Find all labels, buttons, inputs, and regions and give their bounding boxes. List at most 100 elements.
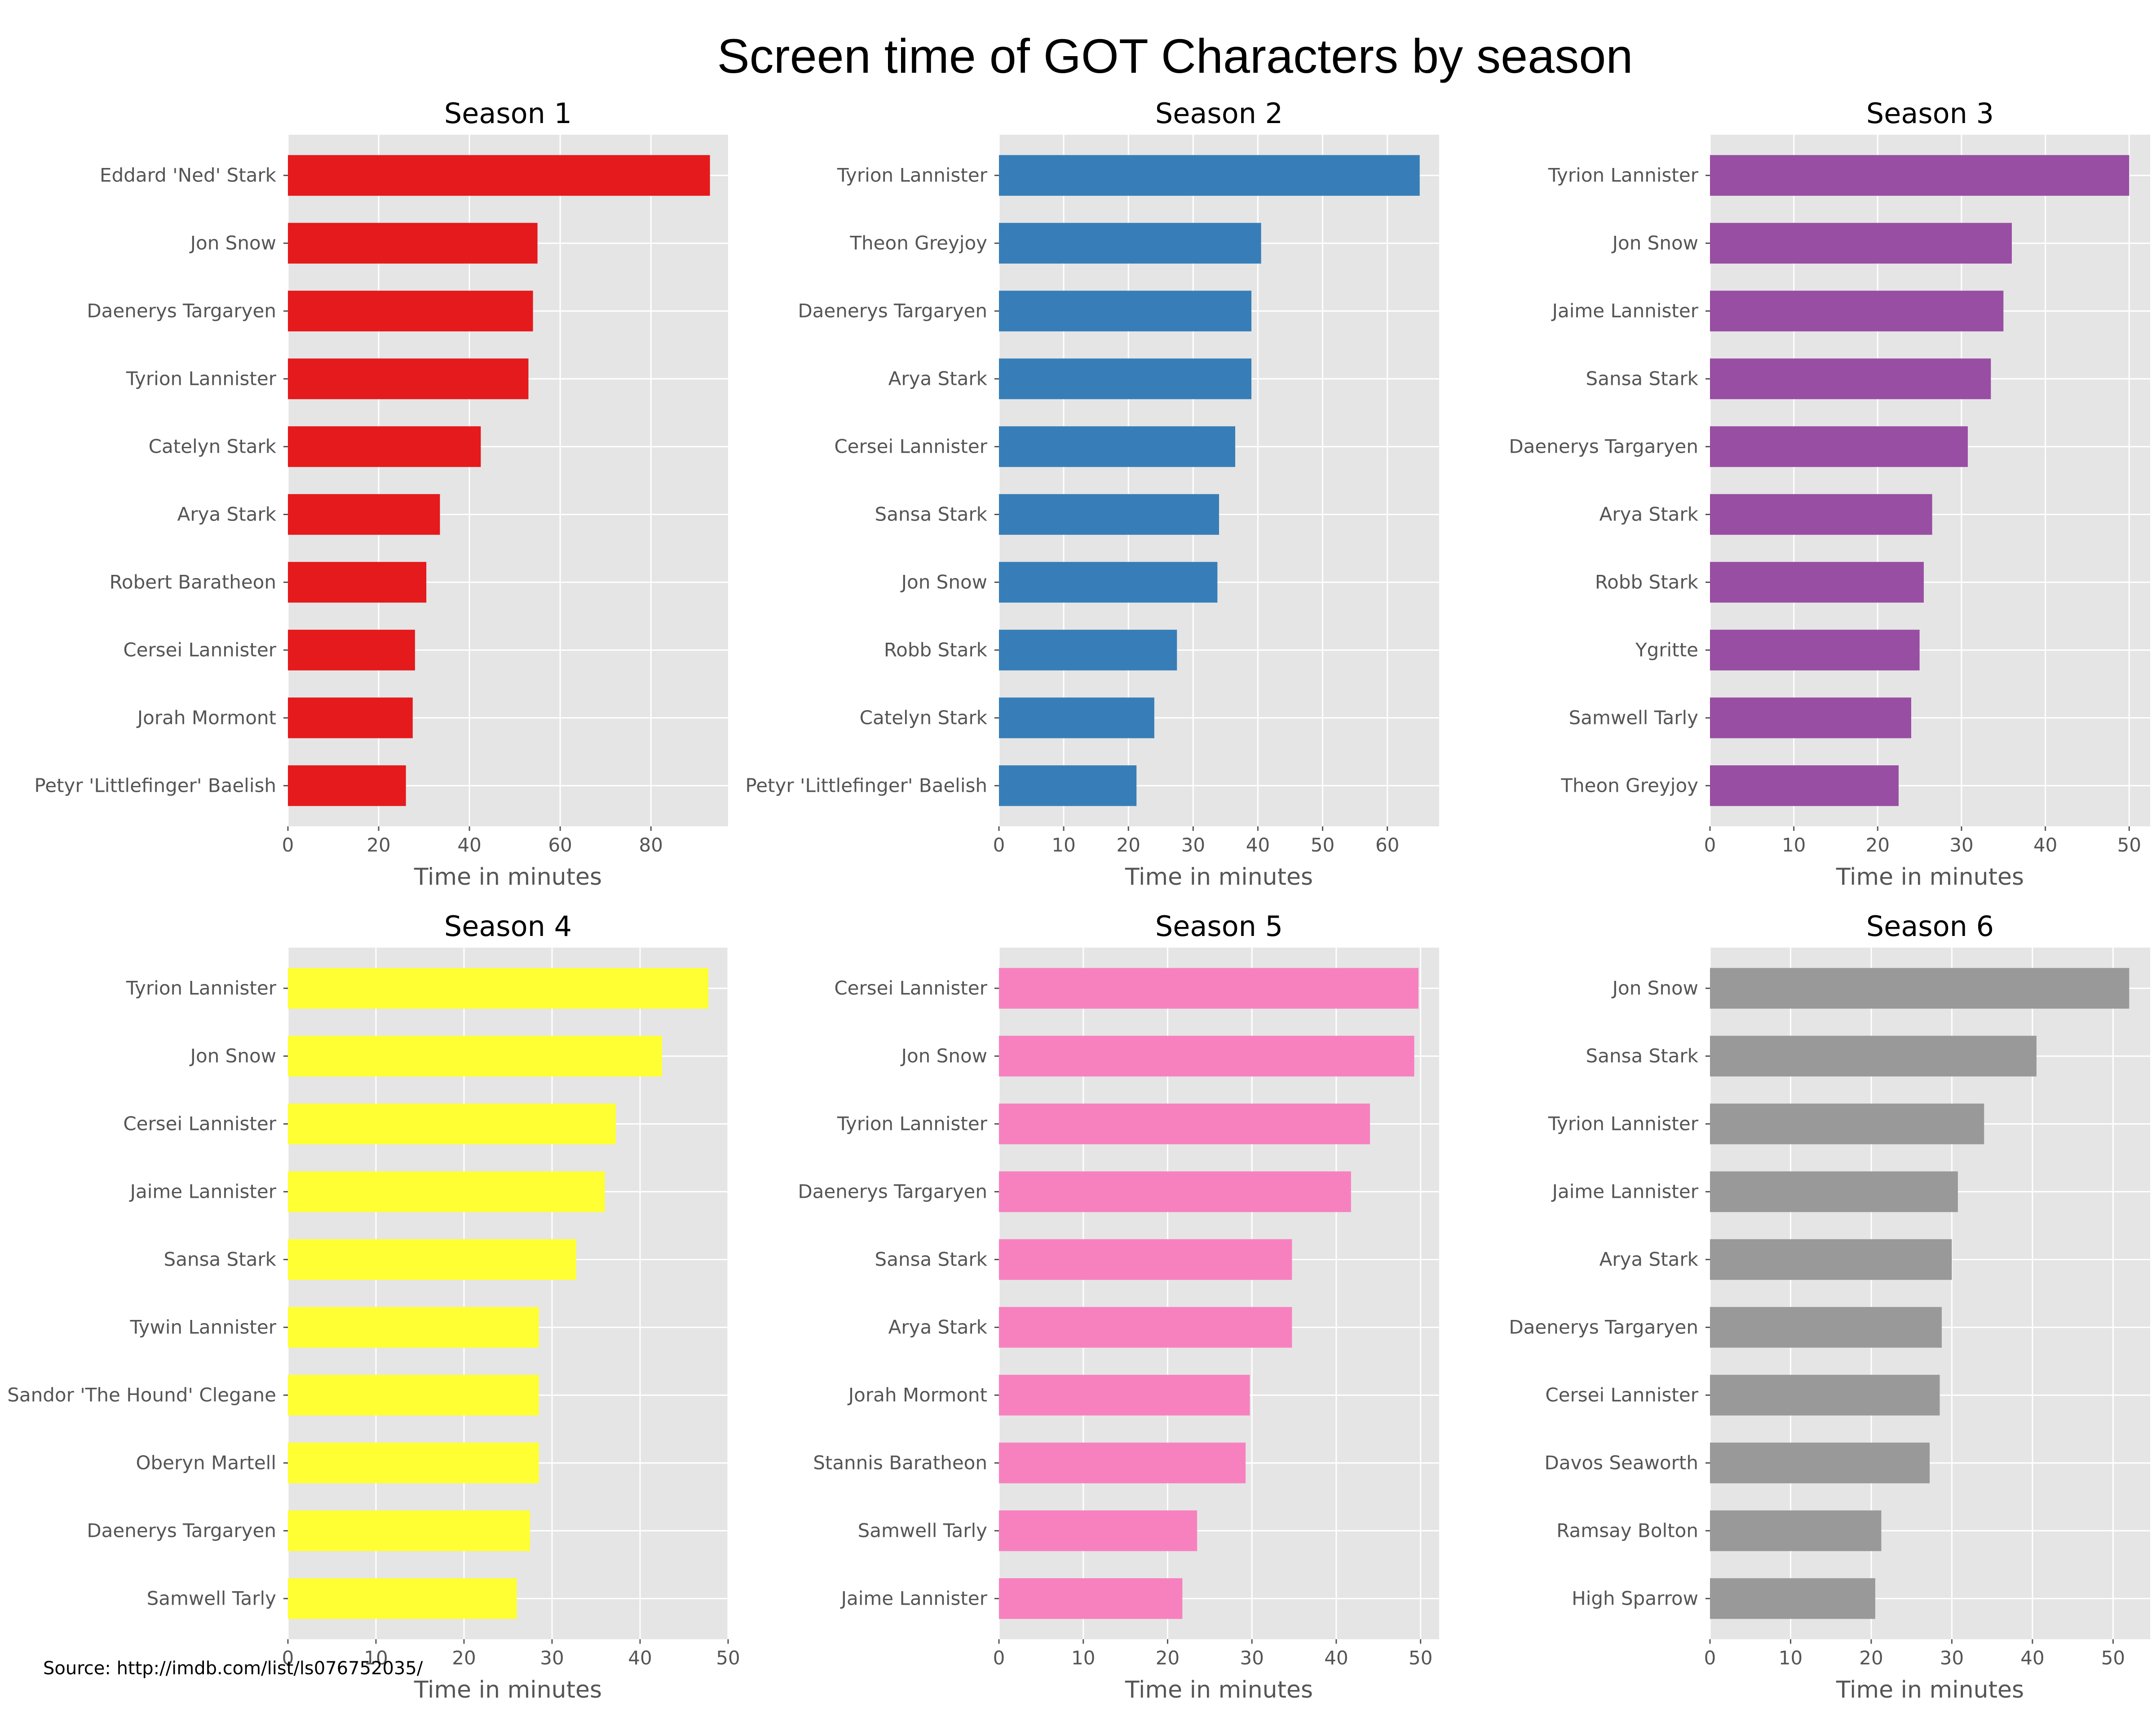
bar — [999, 968, 1419, 1009]
y-tick-label: Jon Snow — [900, 571, 987, 593]
bar — [288, 1578, 517, 1619]
bar — [999, 426, 1236, 467]
y-tick-label: Tyrion Lannister — [1548, 1113, 1699, 1135]
bar — [1710, 1510, 1882, 1551]
x-tick-label: 50 — [2117, 834, 2141, 856]
x-tick-label: 20 — [1117, 834, 1140, 856]
bar — [1710, 968, 2129, 1009]
y-tick-label: Jon Snow — [1611, 232, 1698, 254]
x-tick-label: 50 — [1409, 1647, 1432, 1669]
panel-title: Season 4 — [444, 910, 572, 943]
y-tick-label: Jon Snow — [189, 1045, 276, 1067]
y-tick-label: Daenerys Targaryen — [87, 1519, 276, 1541]
bar — [999, 1510, 1197, 1551]
bar — [288, 562, 427, 603]
y-tick-label: Jon Snow — [1611, 977, 1698, 999]
x-axis-label: Time in minutes — [414, 864, 602, 891]
y-tick-label: Ramsay Bolton — [1556, 1519, 1698, 1541]
y-tick-label: Cersei Lannister — [123, 1113, 276, 1135]
y-tick-label: Jaime Lannister — [1551, 300, 1699, 322]
bar — [288, 1307, 539, 1348]
y-tick-label: Arya Stark — [888, 1316, 988, 1338]
x-tick-label: 40 — [2020, 1647, 2044, 1669]
chart-panel-3: Tyrion Lannister Jon Snow Jaime Lannister S… — [1509, 97, 2150, 891]
y-tick-label: Jorah Mormont — [136, 706, 276, 728]
x-tick-label: 20 — [1859, 1647, 1883, 1669]
x-axis-label: Time in minutes — [1125, 864, 1313, 891]
panel-title: Season 2 — [1155, 97, 1283, 130]
bar — [999, 1578, 1183, 1619]
bar — [1710, 358, 1991, 399]
bar — [999, 358, 1252, 399]
bar — [1710, 1443, 1930, 1483]
chart-panel-2: Tyrion Lannister Theon Greyjoy Daenerys Ta… — [745, 97, 1439, 891]
panel-title: Season 6 — [1866, 910, 1994, 943]
x-tick-label: 0 — [282, 1647, 294, 1669]
x-tick-label: 30 — [1181, 834, 1205, 856]
bar — [999, 1239, 1292, 1280]
bar — [288, 1510, 530, 1551]
x-tick-label: 0 — [282, 834, 294, 856]
y-tick-label: Tyrion Lannister — [837, 1113, 988, 1135]
y-tick-label: Daenerys Targaryen — [87, 300, 276, 322]
bar — [1710, 1578, 1875, 1619]
bar — [1710, 1103, 1984, 1144]
y-tick-label: Sansa Stark — [875, 1249, 988, 1271]
y-tick-label: Jaime Lannister — [1551, 1181, 1699, 1203]
bar — [288, 1103, 616, 1144]
y-tick-label: Cersei Lannister — [834, 436, 987, 458]
bar — [1710, 426, 1968, 467]
bar — [1710, 223, 2012, 264]
y-tick-label: Theon Greyjoy — [849, 232, 987, 254]
y-tick-label: Jaime Lannister — [129, 1181, 277, 1203]
y-tick-label: Stannis Baratheon — [813, 1452, 987, 1474]
bar — [288, 1443, 539, 1483]
x-tick-label: 30 — [1240, 1647, 1264, 1669]
x-tick-label: 10 — [1071, 1647, 1095, 1669]
bar — [288, 1171, 605, 1212]
chart-panel-6: Jon Snow Sansa Stark Tyrion Lannister Jaime… — [1509, 910, 2150, 1703]
bar — [1710, 630, 1920, 671]
x-tick-label: 10 — [364, 1647, 388, 1669]
y-tick-label: Robert Baratheon — [110, 571, 276, 593]
x-tick-label: 50 — [2101, 1647, 2125, 1669]
bar — [288, 494, 440, 535]
figure-title: Screen time of GOT Characters by season — [717, 29, 1633, 83]
bar — [999, 155, 1420, 196]
y-tick-label: Samwell Tarly — [1569, 706, 1698, 728]
bar — [999, 291, 1252, 331]
y-tick-label: Arya Stark — [177, 503, 277, 525]
y-tick-label: Sansa Stark — [1586, 1045, 1699, 1067]
x-axis-label: Time in minutes — [1125, 1677, 1313, 1703]
y-tick-label: Sansa Stark — [164, 1249, 277, 1271]
y-tick-label: Petyr 'Littlefinger' Baelish — [34, 774, 276, 796]
x-tick-label: 10 — [1051, 834, 1075, 856]
y-tick-label: Arya Stark — [1599, 1249, 1699, 1271]
x-tick-label: 40 — [628, 1647, 652, 1669]
y-tick-label: Jorah Mormont — [847, 1384, 987, 1406]
bar — [1710, 1171, 1958, 1212]
y-tick-label: Cersei Lannister — [1545, 1384, 1698, 1406]
bar — [1710, 155, 2129, 196]
y-tick-label: Samwell Tarly — [858, 1519, 987, 1541]
bar — [999, 223, 1261, 264]
bar — [1710, 1239, 1952, 1280]
bar — [999, 494, 1219, 535]
chart-panel-1: Eddard 'Ned' Stark Jon Snow Daenerys Targa… — [34, 97, 728, 891]
x-tick-label: 20 — [1866, 834, 1890, 856]
bar — [288, 1375, 539, 1416]
panel-title: Season 5 — [1155, 910, 1283, 943]
bar — [999, 1443, 1246, 1483]
bar — [288, 1239, 576, 1280]
y-tick-label: Robb Stark — [1595, 571, 1699, 593]
y-tick-label: Daenerys Targaryen — [1509, 436, 1698, 458]
x-tick-label: 40 — [1324, 1647, 1348, 1669]
y-tick-label: Ygritte — [1635, 639, 1698, 661]
bar — [288, 426, 481, 467]
x-tick-label: 0 — [993, 834, 1005, 856]
chart-panel-4: Tyrion Lannister Jon Snow Cersei Lannister… — [7, 910, 740, 1703]
x-tick-label: 20 — [1156, 1647, 1180, 1669]
y-tick-label: Sansa Stark — [875, 503, 988, 525]
y-tick-label: Samwell Tarly — [147, 1587, 276, 1609]
bar — [999, 1036, 1414, 1077]
